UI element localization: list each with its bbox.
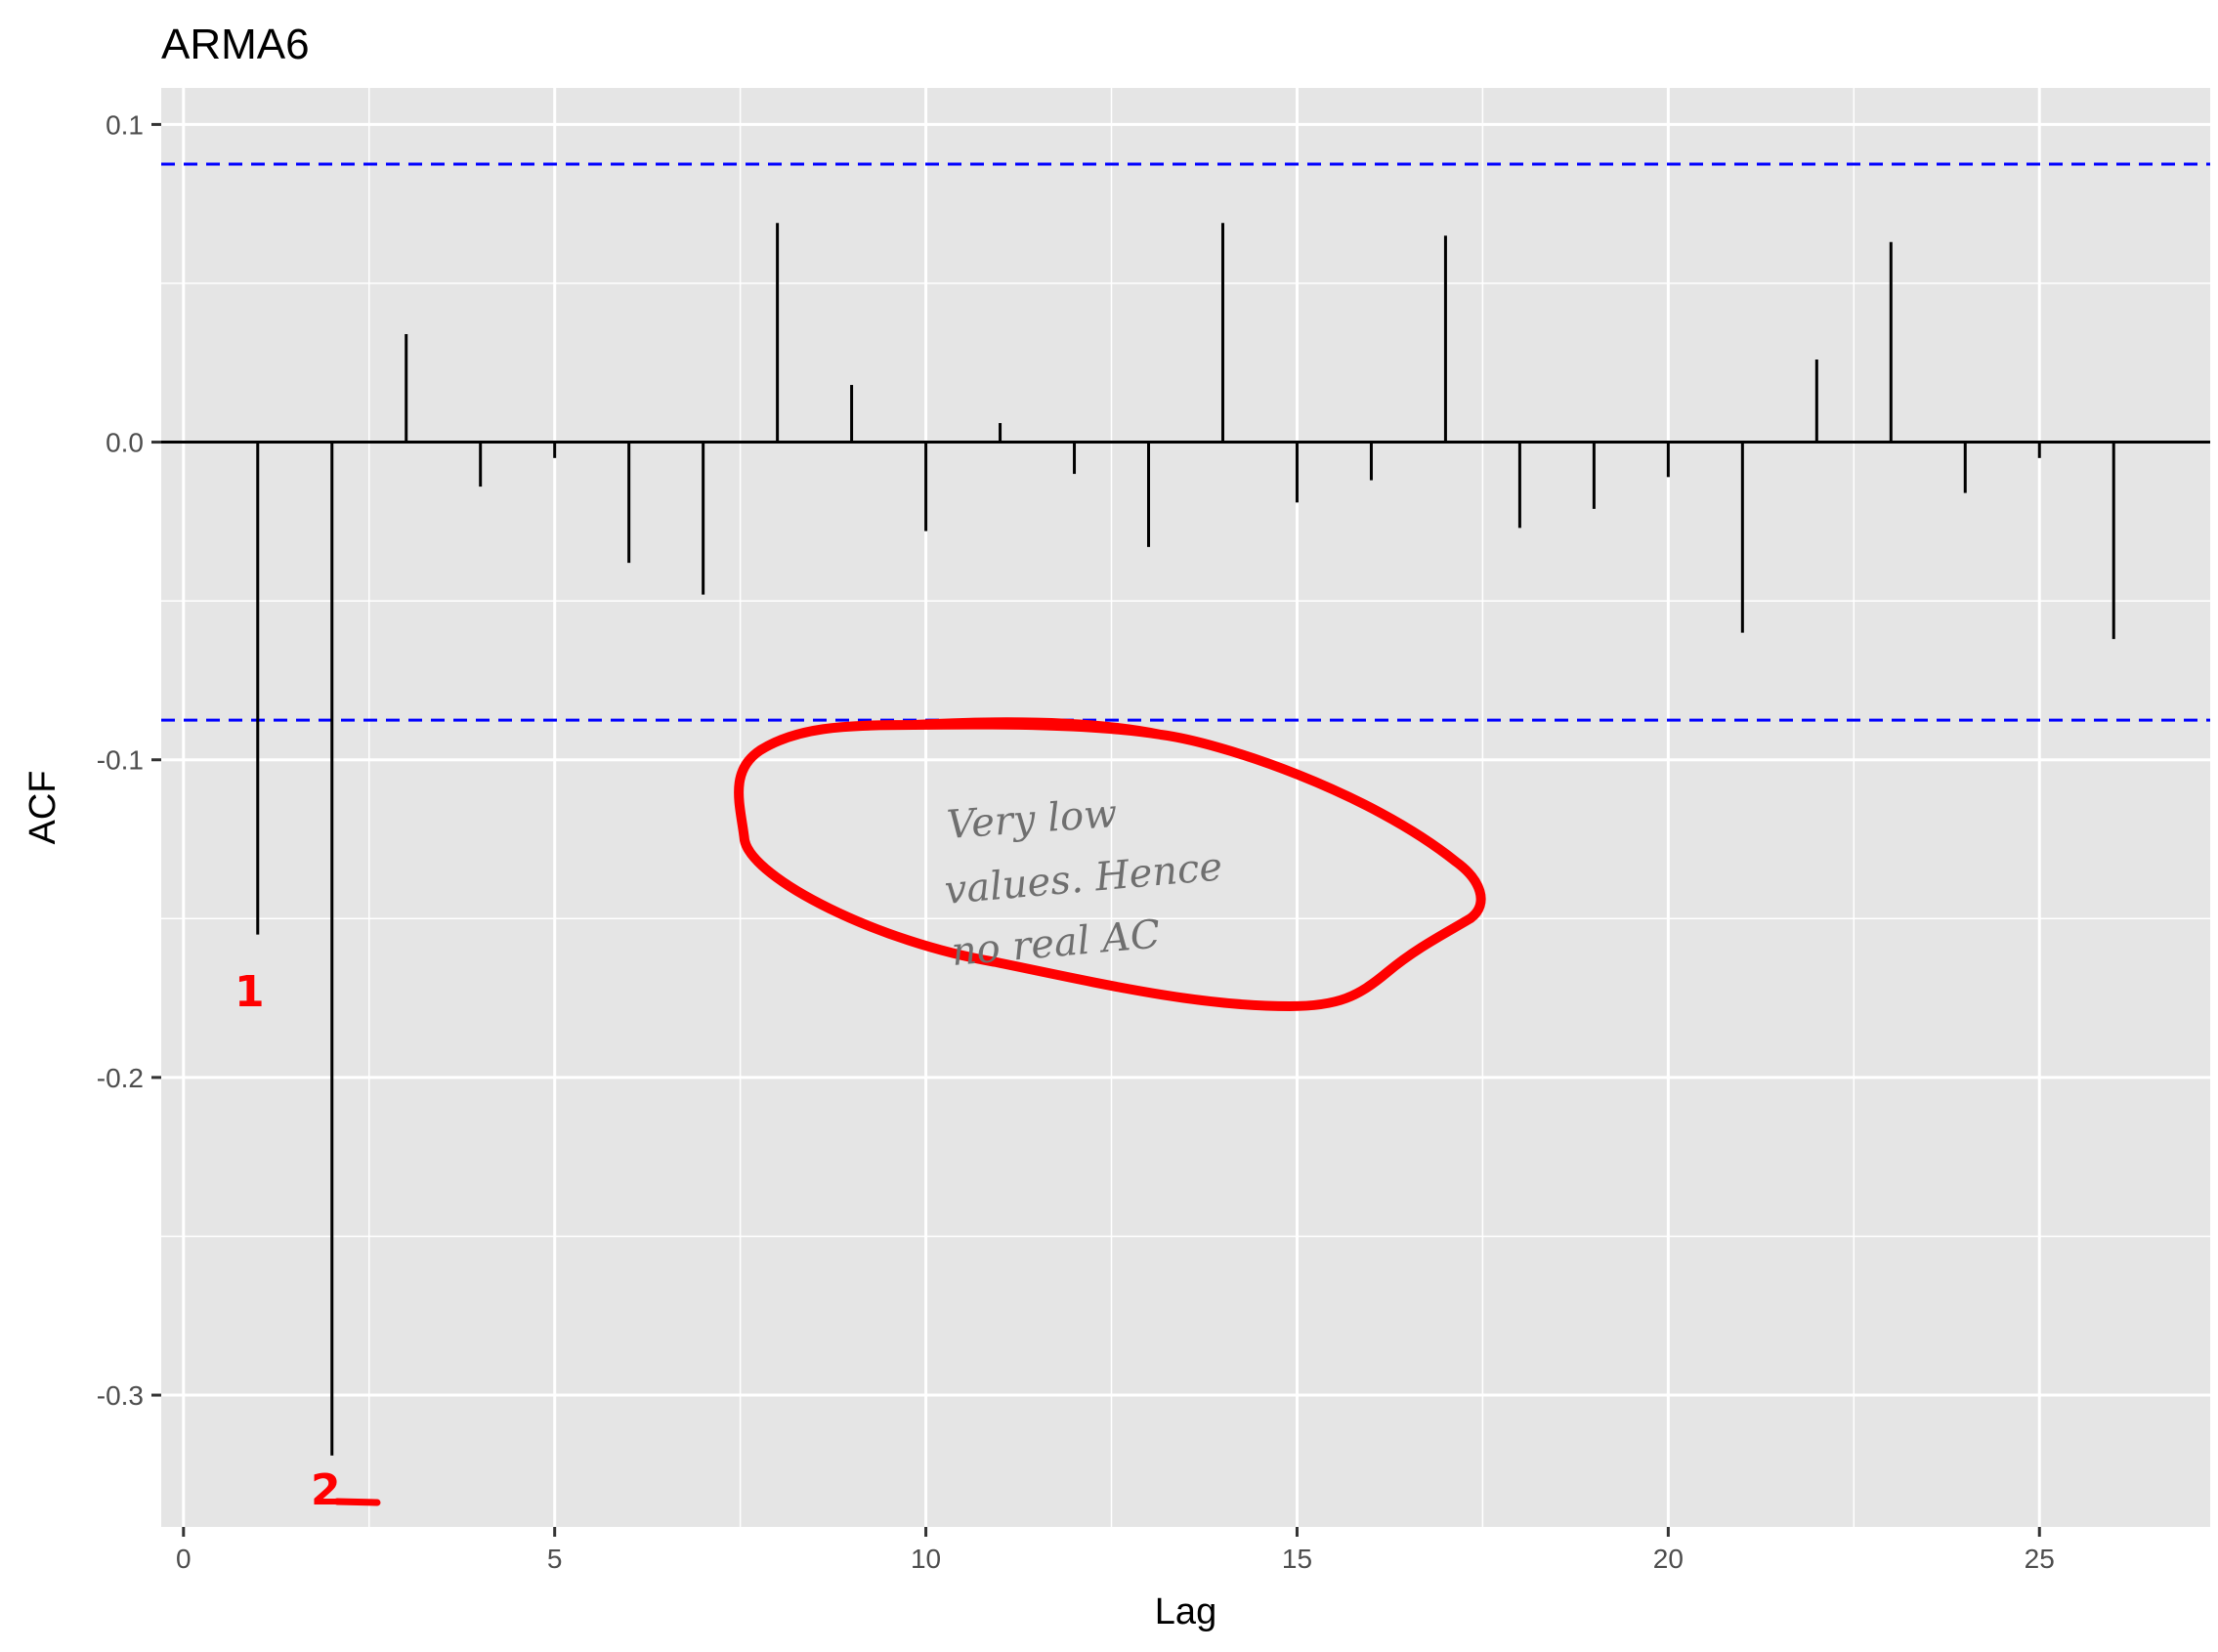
y-tick-label: 0.1	[106, 109, 144, 140]
y-axis-title: ACF	[22, 771, 64, 845]
plot-panel	[161, 88, 2210, 1527]
x-tick-label: 10	[911, 1544, 941, 1574]
minor-gridlines	[161, 88, 2210, 1527]
x-tick-label: 20	[1653, 1544, 1684, 1574]
x-axis-ticks: 0 5 10 15 20 25	[176, 1527, 2055, 1574]
x-axis-title: Lag	[1155, 1591, 1216, 1632]
y-tick-label: 0.0	[106, 428, 144, 458]
x-tick-label: 15	[1282, 1544, 1312, 1574]
x-tick-label: 25	[2025, 1544, 2055, 1574]
y-axis-ticks: 0.1 0.0 -0.1 -0.2 -0.3	[97, 109, 161, 1411]
chart-title: ARMA6	[161, 21, 310, 68]
acf-bars	[256, 223, 2115, 1456]
lag2-underline	[333, 1498, 381, 1506]
x-tick-label: 5	[547, 1544, 563, 1574]
x-tick-label: 0	[176, 1544, 192, 1574]
lag2-mark: 2	[311, 1465, 341, 1515]
y-tick-label: -0.2	[97, 1063, 144, 1093]
y-tick-label: -0.3	[97, 1380, 144, 1411]
confidence-bounds	[161, 162, 2210, 722]
lag1-mark: 1	[235, 967, 265, 1017]
y-tick-label: -0.1	[97, 745, 144, 776]
red-ellipse-annotation	[734, 717, 1486, 1011]
